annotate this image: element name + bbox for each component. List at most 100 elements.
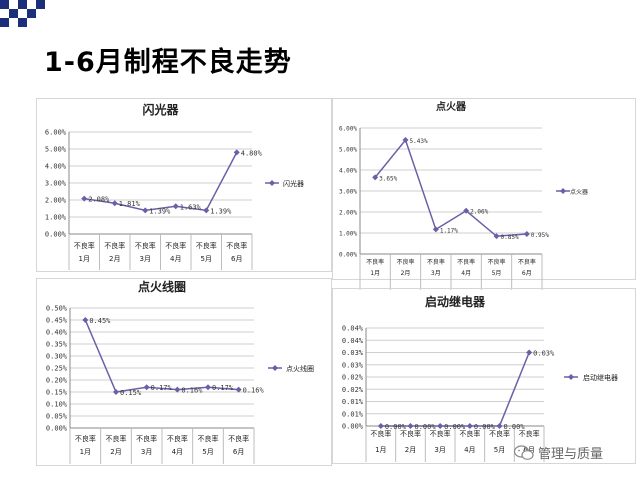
category-label: 不良率 — [167, 434, 188, 443]
y-tick-label: 0.45% — [46, 317, 68, 325]
chart-frame — [36, 98, 332, 272]
data-point — [463, 207, 470, 214]
data-point — [493, 233, 500, 240]
y-tick-label: 6.00% — [339, 126, 357, 133]
series-line — [84, 152, 238, 212]
data-label: 1.39% — [210, 207, 232, 215]
category-label: 2月 — [405, 446, 416, 454]
category-label: 5月 — [494, 446, 505, 454]
data-label: 0.00% — [474, 423, 496, 431]
category-label: 不良率 — [75, 434, 96, 443]
y-tick-label: 0.03% — [342, 349, 364, 357]
y-tick-label: 5.00% — [339, 147, 357, 154]
chart-svg: 启动继电器 0.00% 0.01% 0.01% 0.02% 0.02% 0.03% 0.03%… — [332, 288, 636, 464]
category-label: 不良率 — [427, 258, 445, 266]
category-label: 不良率 — [400, 429, 421, 438]
data-label: 0.03% — [533, 350, 555, 358]
chart-igniter: 点火器 0.00% 1.00% 2.00% 3.00% 4.00% 5.00% 6.00% 不良… — [332, 98, 636, 290]
series-line — [380, 352, 530, 427]
category-label: 不良率 — [518, 258, 536, 266]
data-point — [143, 384, 150, 391]
category-label: 不良率 — [198, 434, 219, 443]
data-point — [172, 203, 179, 210]
y-tick-label: 0.00% — [45, 231, 67, 239]
legend-label: 闪光器 — [283, 179, 304, 188]
y-tick-label: 0.20% — [46, 377, 68, 385]
corner-square-6 — [0, 18, 9, 27]
legend-label: 点火器 — [570, 188, 588, 196]
y-tick-label: 0.02% — [342, 386, 364, 394]
corner-square-7 — [18, 18, 27, 27]
data-point — [81, 195, 88, 202]
y-tick-label: 0.04% — [342, 325, 364, 333]
data-point — [203, 207, 210, 214]
data-point — [496, 423, 503, 429]
data-point — [113, 389, 119, 395]
corner-square-3 — [36, 0, 45, 9]
legend-marker — [272, 365, 278, 371]
y-tick-label: 0.15% — [46, 389, 68, 397]
data-point — [142, 207, 149, 214]
category-label: 不良率 — [136, 434, 157, 443]
y-tick-label: 0.03% — [342, 361, 364, 369]
category-label: 5月 — [201, 255, 212, 263]
chart-frame — [332, 98, 636, 280]
data-point — [466, 423, 473, 429]
y-tick-label: 0.40% — [46, 329, 68, 337]
data-label: 0.16% — [181, 387, 203, 395]
y-tick-label: 4.00% — [339, 168, 357, 175]
corner-square-2 — [18, 0, 27, 9]
y-tick-label: 4.00% — [45, 163, 67, 171]
category-label: 3月 — [140, 255, 151, 263]
data-point — [523, 231, 530, 238]
y-tick-label: 0.01% — [342, 410, 364, 418]
category-label: 6月 — [522, 270, 532, 277]
legend-label: 启动继电器 — [583, 373, 618, 382]
data-point — [82, 317, 89, 323]
chart-svg: 点火器 0.00% 1.00% 2.00% 3.00% 4.00% 5.00% 6.00% 不良… — [332, 98, 636, 290]
data-label: 0.15% — [120, 389, 142, 397]
category-label: 2月 — [110, 448, 121, 456]
data-label: 0.17% — [212, 384, 234, 392]
category-label: 1月 — [375, 446, 386, 454]
data-label: 0.45% — [89, 317, 111, 325]
data-label: 1.39% — [149, 207, 171, 215]
y-tick-label: 0.10% — [46, 401, 68, 409]
data-label: 5.43% — [410, 138, 428, 145]
wechat-icon — [514, 444, 534, 460]
watermark-text: 管理与质量 — [538, 447, 604, 462]
data-label: 0.16% — [243, 387, 265, 395]
chart-svg: 闪光器 0.00% 1.00% 2.00% 3.00% 4.00% 5.00% 6.00% 不良… — [36, 98, 332, 272]
legend-label: 点火线圈 — [286, 364, 314, 373]
y-tick-label: 0.50% — [46, 305, 68, 313]
series-line — [374, 138, 527, 237]
data-point — [437, 423, 444, 429]
data-label: 0.95% — [531, 232, 549, 239]
chart-title: 点火器 — [436, 100, 467, 113]
category-label: 不良率 — [370, 429, 391, 438]
chart-ignition-coil: 点火线圈 0.00% 0.05% 0.10% 0.15% 0.20% 0.25% 0.30% 0… — [36, 278, 332, 466]
data-point — [111, 200, 118, 207]
data-label: 2.06% — [470, 209, 488, 216]
category-label: 3月 — [431, 270, 441, 277]
y-tick-label: 1.00% — [45, 214, 67, 222]
y-tick-label: 6.00% — [45, 129, 67, 137]
category-label: 不良率 — [228, 434, 249, 443]
y-tick-label: 0.30% — [46, 353, 68, 361]
category-label: 不良率 — [487, 258, 505, 266]
category-label: 1月 — [370, 270, 380, 277]
y-tick-label: 3.00% — [339, 189, 357, 196]
y-tick-label: 0.01% — [342, 398, 364, 406]
corner-square-4 — [9, 9, 18, 18]
y-tick-label: 3.00% — [45, 180, 67, 188]
y-tick-label: 0.00% — [46, 425, 68, 433]
category-label: 6月 — [233, 448, 244, 456]
category-label: 1月 — [79, 255, 90, 263]
y-tick-label: 0.35% — [46, 341, 68, 349]
legend-marker — [269, 180, 275, 186]
y-tick-label: 0.05% — [46, 413, 68, 421]
category-label: 1月 — [80, 448, 91, 456]
data-point — [235, 386, 242, 393]
category-label: 5月 — [492, 270, 502, 277]
y-tick-label: 1.00% — [339, 231, 357, 238]
